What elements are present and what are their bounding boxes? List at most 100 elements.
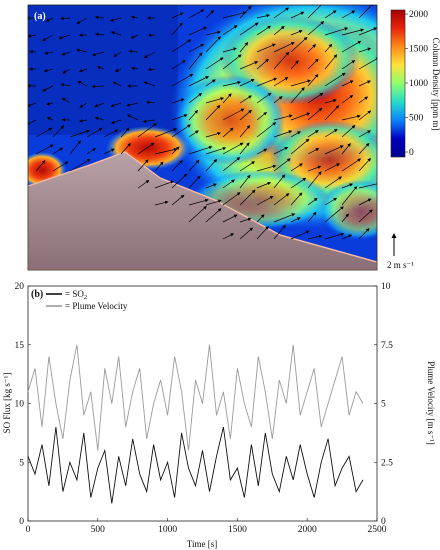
wind-arrow bbox=[222, 192, 241, 206]
wind-arrow bbox=[61, 97, 71, 104]
wind-arrow bbox=[222, 214, 238, 223]
wind-arrow bbox=[76, 17, 88, 24]
wind-arrow bbox=[137, 180, 150, 189]
wind-arrow bbox=[324, 197, 338, 206]
wind-arrow bbox=[324, 10, 337, 19]
wind-arrow bbox=[188, 130, 199, 138]
wind-arrow bbox=[143, 81, 156, 87]
wind-arrow bbox=[341, 158, 362, 172]
wind-arrow bbox=[239, 79, 255, 87]
wind-arrow bbox=[358, 47, 372, 53]
x-tick-label: 2000 bbox=[298, 525, 317, 535]
wind-arrow bbox=[273, 42, 295, 53]
wind-arrow bbox=[358, 142, 370, 155]
wind-arrow bbox=[154, 161, 164, 172]
wind-arrow bbox=[358, 110, 372, 121]
wind-arrow bbox=[273, 158, 291, 172]
wind-arrow bbox=[154, 180, 175, 189]
wind-arrow bbox=[128, 49, 139, 54]
wind-arrow bbox=[324, 206, 344, 223]
wind-arrow bbox=[42, 34, 54, 41]
wind-arrow bbox=[341, 183, 354, 189]
wind-arrow bbox=[52, 125, 65, 138]
wind-arrow bbox=[77, 80, 88, 87]
wind-arrow bbox=[256, 14, 270, 19]
wind-arrow bbox=[290, 177, 307, 189]
wind-arrow bbox=[188, 205, 207, 223]
wind-arrow bbox=[171, 73, 194, 87]
wind-arrow bbox=[290, 30, 303, 36]
wind-arrow bbox=[290, 36, 308, 53]
wind-arrow bbox=[126, 114, 139, 121]
wind-arrow bbox=[222, 93, 232, 104]
y-tick-label-right: 2.5 bbox=[381, 458, 393, 468]
wind-arrow bbox=[341, 80, 354, 87]
wind-arrow bbox=[79, 102, 88, 108]
wind-arrow bbox=[188, 198, 209, 206]
wind-arrow bbox=[205, 199, 222, 206]
wind-arrow bbox=[290, 230, 310, 240]
wind-arrow bbox=[69, 129, 91, 138]
wind-arrow bbox=[273, 96, 283, 104]
wind-arrow bbox=[324, 163, 340, 172]
wind-arrow bbox=[94, 15, 105, 20]
wind-arrow bbox=[341, 234, 353, 240]
wind-arrow bbox=[222, 54, 242, 70]
wind-arrow bbox=[239, 189, 256, 206]
wind-arrow bbox=[205, 30, 221, 36]
wind-arrow bbox=[188, 43, 205, 53]
wind-arrow bbox=[111, 119, 122, 124]
wind-arrow bbox=[114, 68, 122, 72]
wind-arrow bbox=[188, 76, 210, 87]
wind-arrow bbox=[256, 148, 268, 155]
panel-b-label: (b) bbox=[31, 289, 43, 300]
wind-arrow bbox=[341, 94, 354, 104]
wind-arrow bbox=[112, 81, 122, 87]
wind-arrow bbox=[126, 102, 139, 107]
wind-arrow bbox=[69, 140, 81, 155]
wind-arrow bbox=[222, 127, 234, 138]
wind-arrow bbox=[45, 17, 54, 22]
wind-arrow bbox=[171, 22, 183, 36]
wind-arrow bbox=[205, 158, 218, 172]
wind-arrow bbox=[95, 32, 105, 37]
wind-arrow bbox=[273, 7, 290, 19]
wind-arrow bbox=[78, 68, 88, 73]
wind-arrow bbox=[205, 146, 227, 155]
wind-arrow bbox=[290, 217, 301, 223]
wind-arrow bbox=[341, 114, 361, 121]
wind-arrow bbox=[188, 109, 199, 121]
wind-arrow bbox=[103, 148, 115, 155]
wind-arrow bbox=[222, 108, 245, 121]
wind-arrow bbox=[142, 119, 156, 123]
wind-arrow bbox=[239, 95, 252, 104]
wind-arrow bbox=[79, 119, 88, 123]
wind-arrow bbox=[256, 43, 276, 53]
wind-arrow bbox=[307, 211, 317, 223]
wind-arrow bbox=[171, 194, 185, 206]
wind-arrow bbox=[358, 96, 369, 104]
wind-arrow bbox=[239, 61, 259, 70]
wind-arrow bbox=[307, 73, 319, 87]
wind-arrow bbox=[324, 27, 349, 36]
wind-arrow bbox=[307, 92, 324, 104]
wind-arrow bbox=[256, 181, 272, 189]
wind-arrow bbox=[154, 200, 169, 206]
wind-arrow bbox=[273, 213, 296, 223]
wind-arrow bbox=[60, 83, 71, 87]
wind-arrow bbox=[69, 158, 91, 172]
wind-arrow bbox=[341, 40, 362, 53]
wind-arrow bbox=[307, 44, 316, 53]
wind-arrow bbox=[52, 161, 69, 172]
wind-arrow bbox=[290, 131, 301, 138]
wind-arrow bbox=[239, 42, 249, 53]
wind-arrow bbox=[341, 60, 356, 70]
wind-arrow bbox=[188, 175, 201, 189]
y-tick-label-right: 0 bbox=[381, 517, 386, 527]
wind-arrow bbox=[358, 80, 371, 87]
wind-arrow bbox=[273, 114, 293, 121]
wind-arrow bbox=[358, 130, 372, 138]
wind-arrows bbox=[28, 5, 377, 240]
